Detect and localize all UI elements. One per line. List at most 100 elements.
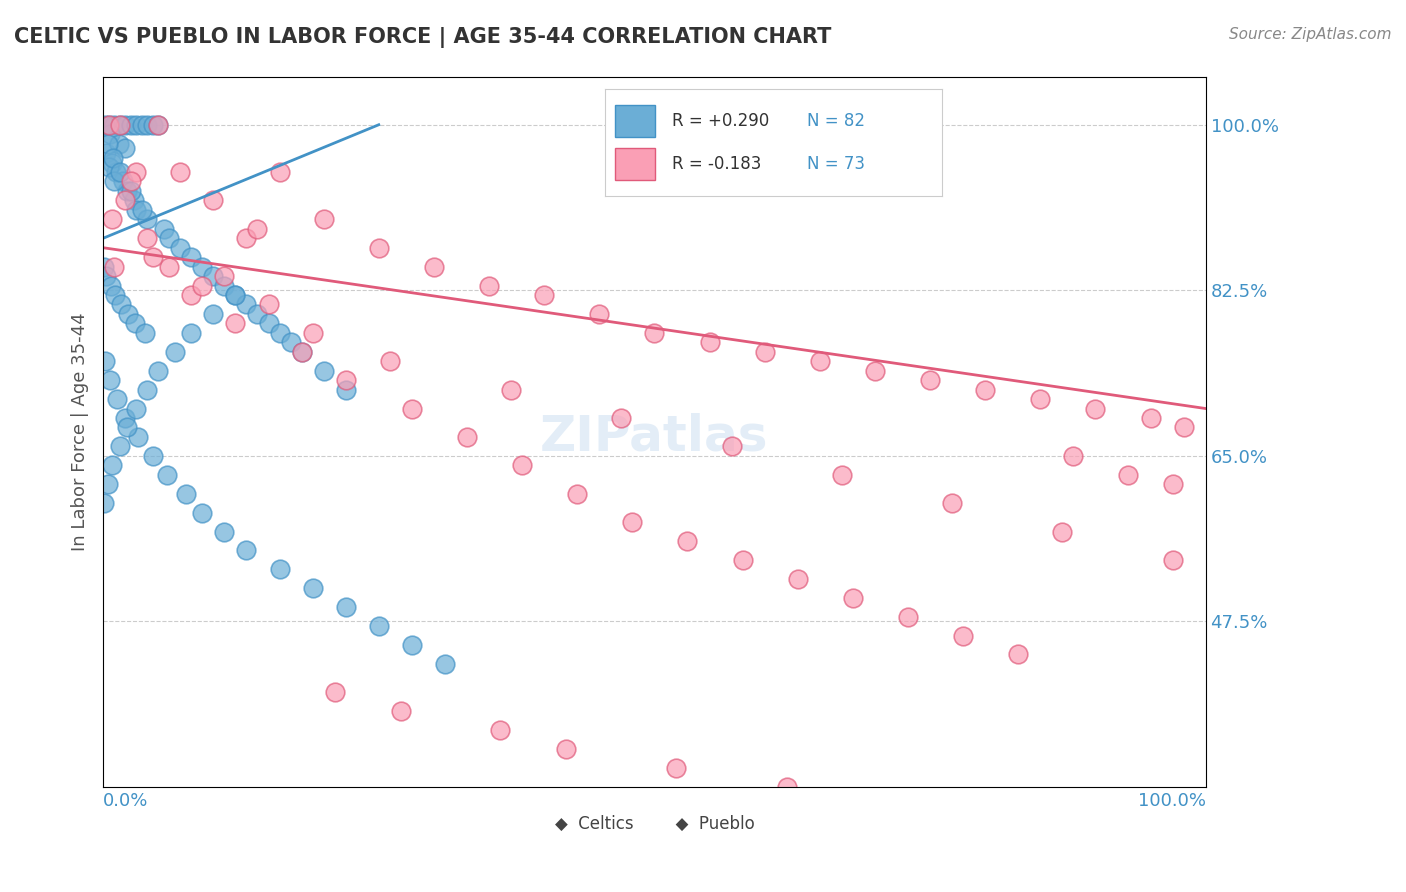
Point (120, 174, 142, 188)
Point (1052, 524, 1074, 539)
Point (107, 136, 129, 151)
Point (101, 155, 124, 169)
Point (136, 383, 159, 397)
Point (202, 194, 225, 208)
Point (174, 486, 197, 500)
Point (148, 364, 170, 378)
Point (105, 165, 128, 179)
Point (127, 430, 149, 444)
Point (180, 250, 202, 264)
Point (125, 401, 148, 416)
Point (180, 288, 202, 302)
Point (676, 533, 699, 548)
Point (478, 278, 501, 293)
Text: 100.0%: 100.0% (1137, 792, 1206, 810)
Point (93, 496, 115, 510)
Point (974, 383, 997, 397)
Point (124, 317, 146, 331)
Point (122, 194, 145, 208)
Point (952, 629, 974, 643)
Point (389, 704, 412, 718)
Point (108, 439, 131, 453)
Point (142, 118, 165, 132)
Point (110, 297, 132, 311)
Point (1139, 411, 1161, 425)
Point (533, 288, 555, 302)
Point (108, 118, 131, 132)
Point (120, 184, 142, 198)
Point (499, 383, 522, 397)
Point (96, 269, 118, 284)
Point (290, 344, 312, 359)
Point (96, 146, 118, 161)
Point (134, 326, 156, 340)
Point (224, 288, 246, 302)
Point (1084, 401, 1107, 416)
Point (378, 354, 401, 368)
Point (301, 326, 323, 340)
Text: Source: ZipAtlas.com: Source: ZipAtlas.com (1229, 27, 1392, 42)
Point (246, 221, 269, 235)
Point (842, 591, 865, 605)
Point (96, 477, 118, 491)
Point (401, 401, 423, 416)
Text: CELTIC VS PUEBLO IN LABOR FORCE | AGE 35-44 CORRELATION CHART: CELTIC VS PUEBLO IN LABOR FORCE | AGE 35… (14, 27, 831, 48)
Y-axis label: In Labor Force | Age 35-44: In Labor Force | Age 35-44 (72, 313, 89, 551)
Point (776, 780, 799, 794)
Point (93, 260, 115, 274)
Point (335, 600, 357, 615)
Text: R = -0.183: R = -0.183 (672, 155, 762, 173)
Point (1062, 449, 1084, 463)
Point (191, 278, 214, 293)
Point (423, 260, 446, 274)
Point (235, 231, 257, 245)
Text: R = +0.290: R = +0.290 (672, 112, 769, 130)
Point (886, 798, 908, 813)
Point (214, 524, 236, 539)
Point (897, 609, 920, 624)
Point (863, 364, 886, 378)
Point (224, 288, 246, 302)
Text: ◆  Celtics        ◆  Pueblo: ◆ Celtics ◆ Pueblo (554, 815, 754, 833)
Point (131, 202, 153, 217)
Point (588, 307, 610, 321)
Point (202, 269, 225, 284)
Point (1161, 477, 1184, 491)
Point (257, 297, 280, 311)
Point (98, 373, 121, 387)
Point (831, 467, 853, 482)
Point (941, 496, 963, 510)
Point (96, 136, 118, 151)
Point (246, 307, 269, 321)
Point (156, 467, 179, 482)
Point (148, 118, 170, 132)
Point (169, 241, 191, 255)
Point (117, 420, 139, 434)
Point (136, 231, 159, 245)
Point (269, 562, 291, 576)
Point (98, 127, 121, 141)
Text: N = 82: N = 82 (807, 112, 865, 130)
Point (157, 231, 180, 245)
Point (489, 723, 512, 738)
Point (94, 354, 117, 368)
Text: ZIPatlas: ZIPatlas (540, 413, 769, 461)
Point (621, 515, 644, 529)
Point (433, 657, 456, 671)
Point (643, 326, 665, 340)
Point (323, 685, 346, 699)
Point (567, 486, 589, 500)
Point (103, 118, 125, 132)
Point (107, 392, 129, 406)
Point (120, 118, 142, 132)
Point (94, 118, 117, 132)
Point (335, 373, 357, 387)
Point (1161, 553, 1184, 567)
Point (754, 344, 776, 359)
Point (104, 288, 127, 302)
Point (1007, 648, 1029, 662)
Point (136, 212, 159, 227)
Text: 0.0%: 0.0% (103, 792, 149, 810)
Point (367, 241, 389, 255)
Point (510, 458, 533, 473)
